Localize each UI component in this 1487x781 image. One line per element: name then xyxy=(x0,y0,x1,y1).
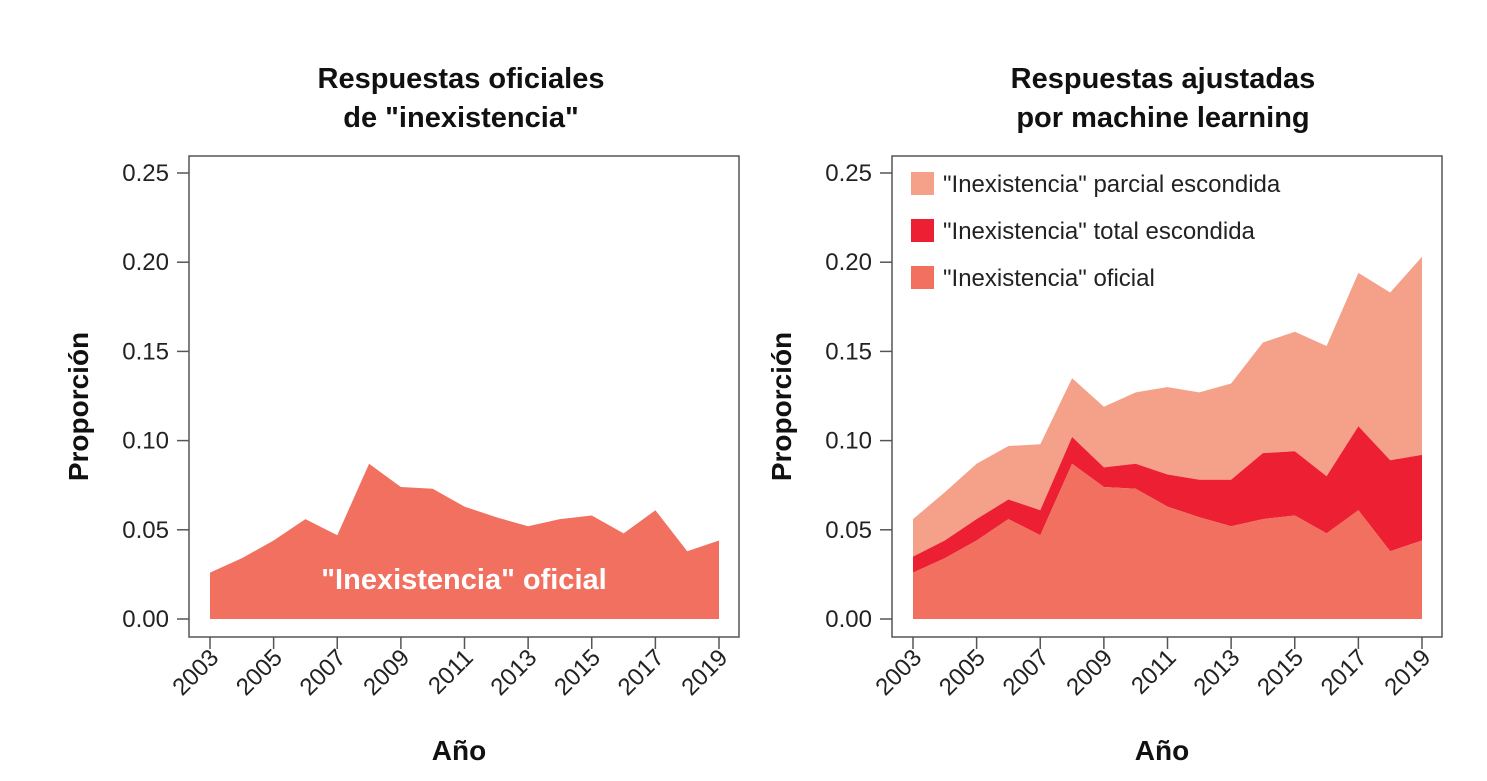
legend: "Inexistencia" parcial escondida "Inexist… xyxy=(911,171,1281,292)
area-series-oficial xyxy=(210,463,719,619)
legend-label: "Inexistencia" total escondida xyxy=(943,218,1256,245)
x-tick-label: 2007 xyxy=(295,644,352,701)
area-series-parcial-escondida xyxy=(913,256,1422,557)
x-tick-label: 2003 xyxy=(167,644,224,701)
area-annotation: "Inexistencia" oficial xyxy=(321,564,606,596)
y-axis-label: Proporción xyxy=(766,332,797,481)
x-tick-label: 2003 xyxy=(870,644,927,701)
x-tick-label: 2015 xyxy=(549,644,606,701)
x-tick-label: 2015 xyxy=(1252,644,1309,701)
legend-swatch xyxy=(911,266,934,289)
y-tick-label: 0.05 xyxy=(122,517,169,544)
y-tick-label: 0.20 xyxy=(122,249,169,276)
x-tick-label: 2019 xyxy=(1379,644,1436,701)
x-tick-label: 2009 xyxy=(358,644,415,701)
x-tick-label: 2009 xyxy=(1061,644,1118,701)
chart-panel-1: Respuestas oficiales de "inexistencia" 0.0… xyxy=(63,63,740,766)
legend-swatch xyxy=(911,172,934,195)
y-tick-label: 0.20 xyxy=(825,249,872,276)
x-tick-label: 2005 xyxy=(231,644,288,701)
y-tick-label: 0.00 xyxy=(122,606,169,633)
x-axis-label: Año xyxy=(432,735,486,766)
area-series-total-escondida xyxy=(913,426,1422,573)
y-axis-label: Proporción xyxy=(63,332,94,481)
y-tick-label: 0.15 xyxy=(122,338,169,365)
legend-swatch xyxy=(911,219,934,242)
legend-label: "Inexistencia" parcial escondida xyxy=(943,171,1281,198)
y-tick-label: 0.00 xyxy=(825,606,872,633)
x-tick-label: 2013 xyxy=(486,644,543,701)
chart-panel-2: Respuestas ajustadas por machine learning… xyxy=(766,63,1443,766)
x-tick-label: 2019 xyxy=(676,644,733,701)
x-tick-label: 2011 xyxy=(423,644,479,700)
x-tick-label: 2013 xyxy=(1189,644,1246,701)
x-axis-label: Año xyxy=(1135,735,1189,766)
chart-title-line: Respuestas ajustadas xyxy=(1011,63,1316,95)
chart-title-line: Respuestas oficiales xyxy=(318,63,605,95)
x-tick-label: 2017 xyxy=(613,644,670,701)
x-tick-label: 2017 xyxy=(1316,644,1373,701)
y-tick-label: 0.10 xyxy=(825,428,872,455)
x-tick-label: 2007 xyxy=(998,644,1055,701)
y-tick-label: 0.25 xyxy=(825,160,872,187)
y-tick-label: 0.10 xyxy=(122,428,169,455)
x-tick-label: 2005 xyxy=(934,644,991,701)
chart-title-line: por machine learning xyxy=(1016,102,1309,134)
legend-label: "Inexistencia" oficial xyxy=(943,265,1155,292)
y-tick-label: 0.25 xyxy=(122,160,169,187)
area-series-oficial xyxy=(913,463,1422,619)
x-tick-label: 2011 xyxy=(1126,644,1182,700)
y-tick-label: 0.05 xyxy=(825,517,872,544)
chart-title-line: de "inexistencia" xyxy=(343,102,578,134)
y-tick-label: 0.15 xyxy=(825,338,872,365)
